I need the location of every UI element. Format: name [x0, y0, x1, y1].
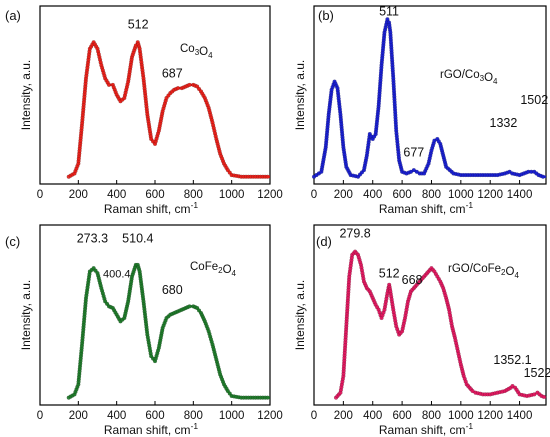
- x-tick-label: 800: [184, 189, 203, 201]
- data-point: [175, 86, 181, 91]
- x-tick-label: 400: [363, 410, 382, 422]
- x-tick-label: 600: [145, 189, 164, 201]
- x-tick-label: 200: [69, 410, 88, 422]
- x-tick-label: 800: [422, 189, 441, 201]
- x-tick-label: 1000: [219, 189, 245, 201]
- data-point: [411, 168, 416, 173]
- x-axis-label-sup: -1: [466, 421, 474, 431]
- series-markers: [66, 40, 270, 179]
- panel-d: 0 200 400 600 800 1000 1200 1400 Raman shift, cm…: [293, 224, 550, 437]
- peak-label: 273.3: [77, 232, 108, 246]
- data-point: [408, 169, 414, 174]
- data-point: [532, 392, 537, 397]
- peak-label: 668: [402, 273, 423, 287]
- x-tick-label: 600: [393, 189, 412, 201]
- data-point: [540, 174, 546, 179]
- x-tick-label: 0: [311, 189, 317, 201]
- panel-a: 0 200 400 600 800 1000 1200 Raman shift, cm-1 In…: [5, 5, 283, 216]
- x-tick-label: 1000: [448, 189, 474, 201]
- peak-label: 512: [128, 17, 149, 31]
- x-axis-label: Raman shift, cm-1: [379, 200, 474, 216]
- data-point: [385, 17, 390, 22]
- data-point: [187, 304, 192, 309]
- y-axis-label: Intensity, a.u.: [19, 280, 33, 350]
- x-tick-label: 1200: [477, 189, 503, 201]
- y-axis-label: Intensity, a.u.: [19, 60, 33, 130]
- x-tick-label: 1400: [507, 189, 533, 201]
- data-point: [432, 138, 437, 143]
- x-axis-label: Raman shift, cm-1: [104, 421, 199, 437]
- peak-label: 512: [379, 266, 400, 280]
- y-axis-label: Intensity, a.u.: [293, 280, 307, 350]
- panel-label: (c): [5, 234, 20, 249]
- plot-frame: [39, 5, 271, 185]
- peak-label: 400.4: [103, 268, 131, 280]
- x-tick-label: 200: [334, 189, 353, 201]
- x-axis-label-sup: -1: [191, 421, 199, 431]
- x-axis-label-text: Raman shift, cm: [379, 202, 466, 216]
- plot-frame: [313, 5, 547, 185]
- series-markers: [311, 17, 546, 179]
- data-point: [265, 174, 270, 179]
- data-point: [187, 82, 192, 87]
- x-tick-label: 0: [311, 410, 317, 422]
- x-tick-label: 400: [107, 189, 126, 201]
- x-axis-label-sup: -1: [191, 200, 199, 210]
- x-axis-label-text: Raman shift, cm: [379, 423, 466, 437]
- compound-label: Co3O4: [180, 43, 213, 60]
- series-markers: [333, 249, 546, 400]
- x-tick-label: 0: [37, 189, 43, 201]
- x-axis-label-text: Raman shift, cm: [104, 423, 191, 437]
- data-point: [265, 395, 270, 400]
- panel-c: 0 200 400 600 800 1000 1200 Raman shift, cm-1 In…: [5, 224, 283, 437]
- x-tick-label: 800: [422, 410, 441, 422]
- peak-label: 1502: [520, 93, 548, 107]
- peak-label: 1522: [524, 366, 550, 380]
- peak-label: 1352.1: [493, 353, 531, 367]
- x-tick-label: 200: [69, 189, 88, 201]
- peak-label: 1332: [490, 116, 518, 130]
- plot-frame: [39, 224, 271, 406]
- x-axis-label-text: Raman shift, cm: [104, 202, 191, 216]
- panel-b: 0 200 400 600 800 1000 1200 1400 Raman shift, cm…: [293, 4, 548, 216]
- plot-frame: [313, 224, 547, 406]
- peak-label: 680: [162, 283, 183, 297]
- x-axis-label: Raman shift, cm-1: [104, 200, 199, 216]
- x-tick-label: 200: [334, 410, 353, 422]
- x-tick-label: 1400: [507, 410, 533, 422]
- x-tick-label: 400: [363, 189, 382, 201]
- x-tick-label: 1000: [448, 410, 474, 422]
- panel-label: (a): [5, 8, 21, 23]
- x-tick-label: 1200: [257, 189, 283, 201]
- x-tick-label: 800: [184, 410, 203, 422]
- x-axis-label: Raman shift, cm-1: [379, 421, 474, 437]
- compound-label: rGO/Co3O4: [440, 69, 498, 86]
- peak-label: 687: [162, 67, 183, 81]
- panel-label: (d): [316, 234, 332, 249]
- peak-label: 279.8: [339, 227, 370, 241]
- y-axis-label: Intensity, a.u.: [293, 60, 307, 130]
- x-tick-label: 0: [37, 410, 43, 422]
- peak-label: 510.4: [122, 232, 153, 246]
- data-point: [470, 388, 475, 394]
- series-markers: [66, 262, 270, 400]
- panel-label: (b): [318, 8, 334, 23]
- x-tick-label: 400: [107, 410, 126, 422]
- x-tick-label: 600: [145, 410, 164, 422]
- x-axis-label-sup: -1: [466, 200, 474, 210]
- data-point: [106, 82, 112, 87]
- x-tick-label: 1000: [219, 410, 245, 422]
- data-point: [541, 394, 546, 399]
- peak-label: 677: [403, 145, 424, 159]
- peak-label: 511: [379, 4, 399, 18]
- compound-label: rGO/CoFe2O4: [448, 263, 519, 280]
- x-tick-label: 600: [393, 410, 412, 422]
- compound-label: CoFe2O4: [190, 261, 237, 278]
- x-tick-label: 1200: [477, 410, 503, 422]
- x-tick-label: 1200: [257, 410, 283, 422]
- data-point: [414, 169, 419, 174]
